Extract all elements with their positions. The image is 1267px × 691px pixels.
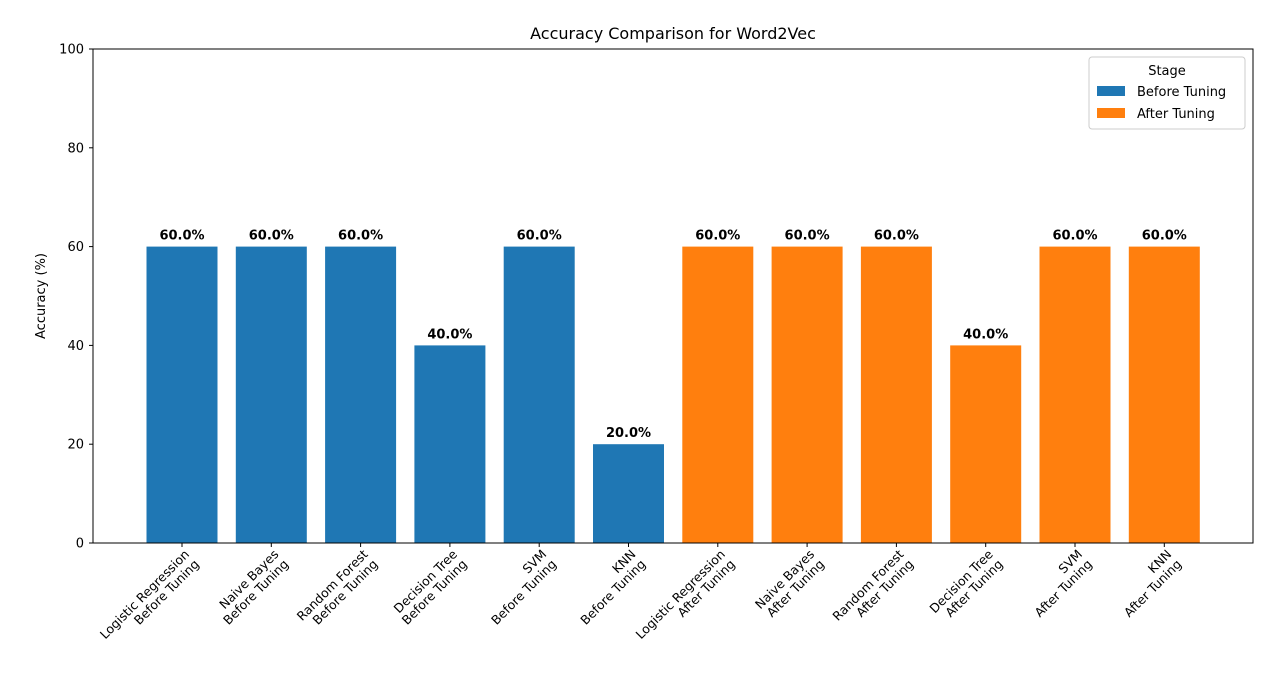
x-tick-label: Logistic RegressionBefore Tuning — [97, 547, 202, 652]
bar-value-label: 60.0% — [1142, 229, 1187, 244]
bar-value-label: 60.0% — [874, 229, 919, 244]
x-tick-label: KNNBefore Tuning — [567, 547, 648, 628]
bar-value-label: 60.0% — [1052, 229, 1097, 244]
y-tick-label: 0 — [76, 537, 84, 552]
bar-value-label: 40.0% — [963, 327, 1008, 342]
bar-value-label: 60.0% — [695, 229, 740, 244]
bar-value-label: 60.0% — [785, 229, 830, 244]
y-axis-label: Accuracy (%) — [34, 253, 49, 339]
legend-box — [1088, 56, 1246, 130]
x-tick-label: KNNAfter Tuning — [1111, 547, 1184, 620]
bar — [860, 246, 932, 543]
bar-value-label: 60.0% — [249, 229, 294, 244]
bar — [503, 246, 575, 543]
bar — [682, 246, 754, 543]
legend: Stage Before Tuning After Tuning — [1088, 56, 1246, 130]
x-tick-label: Naive BayesAfter Tuning — [752, 547, 827, 622]
bar-value-label: 60.0% — [338, 229, 383, 244]
bar — [771, 246, 843, 543]
plot-frame — [92, 48, 1254, 544]
bar — [1128, 246, 1200, 543]
bar — [1039, 246, 1111, 543]
x-tick-label: Logistic RegressionAfter Tuning — [633, 547, 738, 652]
bar-value-labels: 60.0% 60.0% 60.0% 40.0% 60.0% 20.0% 60.0% 60.0%… — [159, 229, 1186, 442]
y-tick-label: 40 — [67, 339, 84, 354]
x-tick-label: SVMAfter Tuning — [1022, 547, 1095, 620]
bars-group — [146, 246, 1200, 543]
y-tick-label: 60 — [67, 240, 84, 255]
bar — [593, 444, 664, 543]
x-tick-label: Random ForestAfter Tuning — [829, 546, 916, 633]
x-tick-label: SVMBefore Tuning — [478, 547, 559, 628]
bar — [950, 345, 1022, 543]
bar — [325, 246, 397, 543]
x-axis-ticks: Logistic RegressionBefore Tuning Naive Ba… — [97, 543, 1184, 652]
legend-label-before-tuning: Before Tuning — [1137, 85, 1226, 100]
bar — [414, 345, 486, 543]
x-tick-label: Decision TreeAfter Tuning — [926, 546, 1006, 626]
bar-value-label: 60.0% — [517, 229, 562, 244]
bar-value-label: 20.0% — [606, 426, 651, 441]
legend-title: Stage — [1148, 64, 1186, 79]
legend-swatch-after-tuning — [1097, 108, 1125, 118]
legend-label-after-tuning: After Tuning — [1137, 107, 1215, 122]
legend-swatch-before-tuning — [1097, 86, 1125, 96]
x-tick-label: Decision TreeBefore Tuning — [389, 546, 470, 627]
bar-value-label: 40.0% — [427, 327, 472, 342]
y-axis-ticks: 0 20 40 60 80 100 — [59, 43, 93, 552]
x-tick-label: Naive BayesBefore Tuning — [210, 547, 291, 628]
y-tick-label: 80 — [67, 141, 84, 156]
y-tick-label: 20 — [67, 438, 84, 453]
x-tick-label: Random ForestBefore Tuning — [294, 546, 381, 633]
bar — [235, 246, 307, 543]
bar — [146, 246, 218, 543]
chart-title: Accuracy Comparison for Word2Vec — [530, 24, 816, 43]
y-tick-label: 100 — [59, 43, 84, 58]
bar-value-label: 60.0% — [159, 229, 204, 244]
